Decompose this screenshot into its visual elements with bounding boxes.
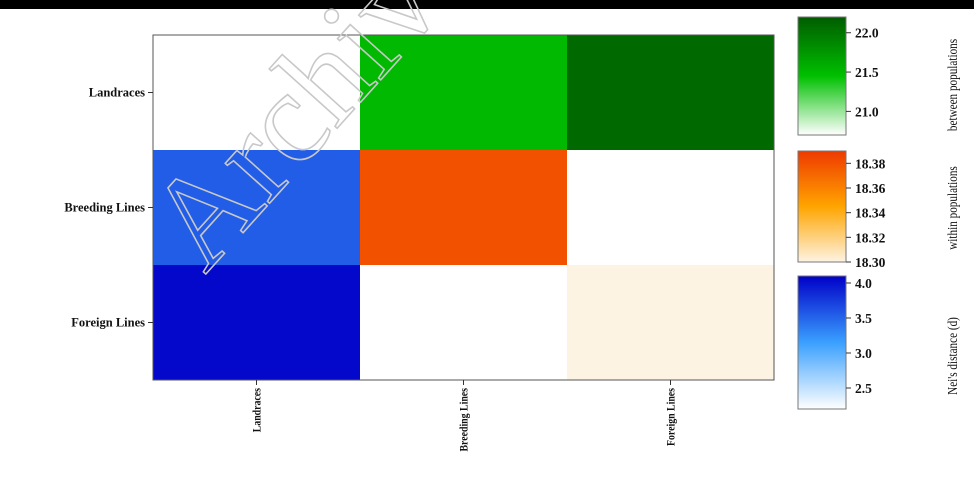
row-label-breeding-lines: Breeding Lines xyxy=(64,201,145,215)
row-labels: Landraces Breeding Lines Foreign Lines xyxy=(64,86,153,330)
column-label-landraces: Landraces xyxy=(251,388,264,432)
colorbar-tick-label: 18.36 xyxy=(855,181,886,196)
colorbar-tick-label: 21.5 xyxy=(855,65,879,80)
colorbar-tick-label: 18.38 xyxy=(855,156,886,171)
colorbar-title-within: within populations xyxy=(945,166,960,250)
colorbar-tick-label: 21.0 xyxy=(855,104,879,119)
row-label-foreign-lines: Foreign Lines xyxy=(71,316,145,330)
heatmap-cell-foreign-lines-landraces xyxy=(153,265,361,381)
top-border-bar xyxy=(0,0,974,9)
heatmap-cell-breeding-lines-landraces xyxy=(153,150,361,266)
colorbar-tick-label: 3.5 xyxy=(855,311,872,326)
column-label-breeding-lines: Breeding Lines xyxy=(458,388,471,451)
heatmap-cell-breeding-lines-breeding-lines xyxy=(360,150,568,266)
colorbar-gradient xyxy=(797,150,847,263)
colorbar-title-nei: Nei's distance (d) xyxy=(945,317,960,395)
heatmap-cell-landraces-landraces xyxy=(153,35,361,151)
colorbar-within: 18.38 18.36 18.34 18.32 18.30 within populati… xyxy=(797,150,960,270)
colorbar-tick-label: 18.34 xyxy=(855,206,886,221)
colorbar-gradient xyxy=(797,16,847,136)
colorbars: 22.021.521.0 between populations18.3818.3… xyxy=(797,16,960,410)
colorbar-tick-label: 2.5 xyxy=(855,381,872,396)
column-labels: Landraces Breeding Lines Foreign Lines xyxy=(251,380,678,451)
colorbar-title-between: between populations xyxy=(945,39,960,131)
colorbar-between: 22.0 21.5 21.0 between populations xyxy=(797,16,960,136)
colorbar-tick-label: 18.32 xyxy=(855,230,886,245)
colorbar-tick-label: 3.0 xyxy=(855,346,872,361)
colorbar-nei: 4.0 3.5 3.0 2.5 Nei's distance (d) xyxy=(797,275,960,410)
heatmap-cell-foreign-lines-breeding-lines xyxy=(360,265,568,381)
colorbar-tick-label: 22.0 xyxy=(855,26,879,41)
column-label-foreign-lines: Foreign Lines xyxy=(665,388,678,446)
colorbar-tick-label: 4.0 xyxy=(855,276,872,291)
heatmap-cell-breeding-lines-foreign-lines xyxy=(567,150,775,266)
heatmap-cell-landraces-breeding-lines xyxy=(360,35,568,151)
heatmap-cell-foreign-lines-foreign-lines xyxy=(567,265,775,381)
row-label-landraces: Landraces xyxy=(89,86,145,100)
heatmap-cells xyxy=(153,35,775,381)
heatmap-cell-landraces-foreign-lines xyxy=(567,35,775,151)
colorbar-gradient xyxy=(797,275,847,410)
colorbar-tick-label: 18.30 xyxy=(855,255,886,270)
